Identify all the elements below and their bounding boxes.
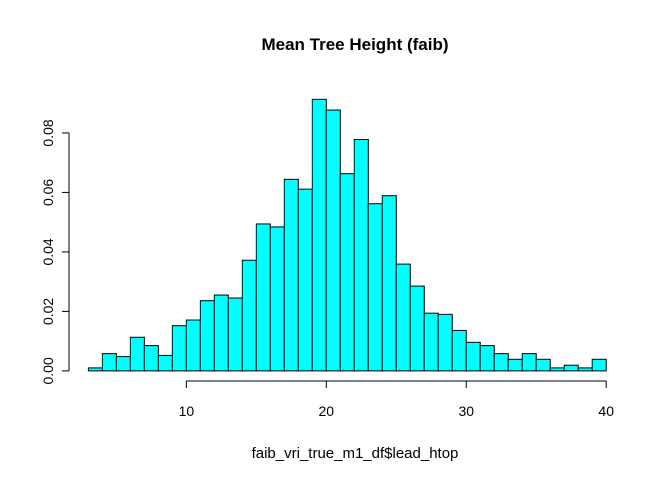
x-axis: 10 20 30 40	[179, 380, 614, 419]
histogram-bar	[143, 345, 159, 372]
histogram-bar	[115, 356, 131, 372]
x-tick-label: 20	[319, 403, 335, 419]
y-axis: 0.00 0.02 0.04 0.06 0.08	[40, 119, 70, 385]
histogram-bar	[549, 367, 565, 372]
histogram-bar	[409, 285, 425, 372]
histogram-bar	[213, 294, 229, 372]
histogram-bar	[381, 195, 397, 372]
x-tick-label: 10	[179, 403, 195, 419]
histogram-bar	[171, 325, 187, 372]
y-tick-label: 0.04	[40, 238, 56, 265]
histogram-bar	[423, 312, 439, 372]
histogram-bar	[521, 353, 537, 372]
histogram-bar	[255, 223, 271, 372]
histogram-bar	[493, 353, 509, 372]
chart-title: Mean Tree Height (faib)	[261, 35, 448, 54]
histogram-bar	[395, 263, 411, 372]
histogram-bar	[297, 188, 313, 372]
histogram-bar	[269, 226, 285, 372]
bars-group	[87, 98, 607, 372]
histogram-bar	[339, 173, 355, 372]
histogram-bar	[101, 353, 117, 372]
x-tick-label: 30	[458, 403, 474, 419]
histogram-bar	[535, 358, 551, 372]
histogram-bar	[241, 259, 257, 372]
histogram-bar	[353, 138, 369, 372]
histogram-bar	[479, 345, 495, 372]
histogram-bar	[185, 319, 201, 372]
y-tick-label: 0.06	[40, 179, 56, 206]
histogram-bar	[227, 297, 243, 372]
histogram-bar	[507, 358, 523, 372]
histogram-bar	[563, 364, 579, 372]
histogram-bar	[465, 341, 481, 372]
histogram-bar	[199, 300, 215, 372]
histogram-bar	[157, 354, 173, 372]
histogram-bar	[325, 109, 341, 372]
histogram-bar	[311, 98, 327, 372]
histogram-bar	[437, 313, 453, 372]
y-tick-label: 0.08	[40, 119, 56, 146]
y-tick-label: 0.00	[40, 357, 56, 384]
histogram-bar	[451, 329, 467, 372]
histogram-bar	[591, 358, 607, 372]
histogram-bar	[129, 336, 145, 372]
y-tick-label: 0.02	[40, 298, 56, 325]
histogram-bar	[577, 367, 593, 372]
histogram-bar	[283, 178, 299, 372]
histogram-bar	[87, 367, 103, 372]
x-axis-label: faib_vri_true_m1_df$lead_htop	[252, 445, 459, 462]
histogram-bar	[367, 203, 383, 372]
x-tick-label: 40	[598, 403, 614, 419]
